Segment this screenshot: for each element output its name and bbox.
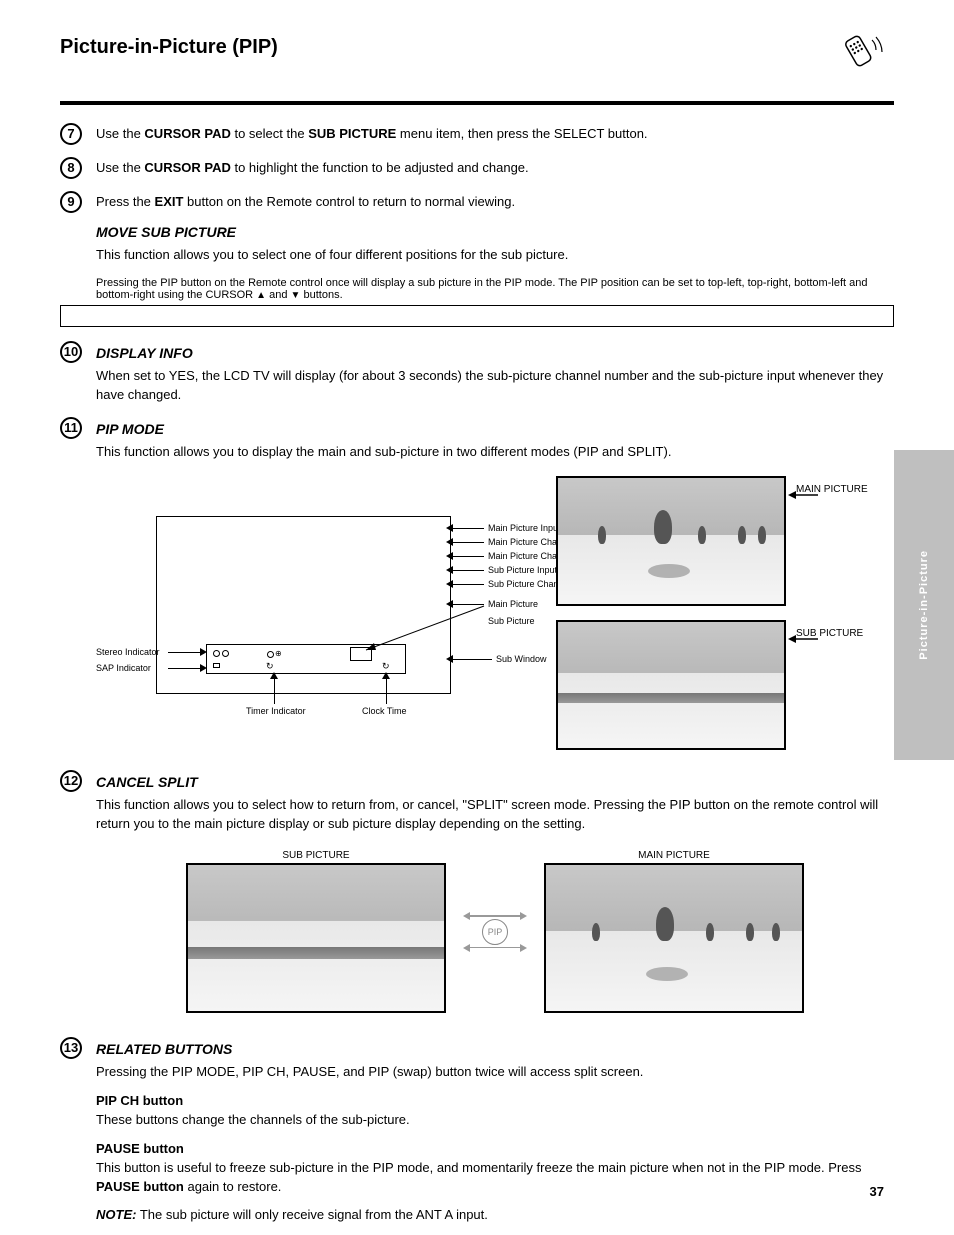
related-buttons-body: Pressing the PIP MODE, PIP CH, PAUSE, an…	[96, 1063, 894, 1082]
osd-glyphs: ↻	[266, 662, 274, 671]
display-info-desc: When set to YES, the LCD TV will display…	[96, 367, 894, 405]
pause-body: This button is useful to freeze sub-pict…	[96, 1159, 894, 1197]
osd-glyphs	[212, 650, 230, 657]
step-body: CANCEL SPLIT This function allows you to…	[96, 770, 894, 834]
step-number: 13	[60, 1037, 82, 1059]
move-sub-picture-desc: This function allows you to select one o…	[96, 246, 894, 265]
step-body: Use the CURSOR PAD to select the SUB PIC…	[96, 123, 894, 144]
pip-diagram-row: ⊕ ↻ ↻ Main Picture Input Source Main Pic…	[96, 476, 894, 750]
step-body: PIP MODE This function allows you to dis…	[96, 417, 894, 462]
step-12: 12 CANCEL SPLIT This function allows you…	[60, 770, 894, 834]
pip-button-icon: PIP	[482, 919, 508, 945]
pipch-title: PIP CH button	[96, 1093, 183, 1108]
swap-arrows: PIP	[470, 915, 520, 948]
sub-picture-photo	[556, 620, 786, 750]
step-number: 8	[60, 157, 82, 179]
header-rule	[60, 101, 894, 105]
step-13: 13 RELATED BUTTONS Pressing the PIP MODE…	[60, 1037, 894, 1225]
note: NOTE: The sub picture will only receive …	[96, 1206, 894, 1225]
step-body: Use the CURSOR PAD to highlight the func…	[96, 157, 894, 178]
step-number: 9	[60, 191, 82, 213]
page-number: 37	[870, 1184, 884, 1199]
step-10: 10 DISPLAY INFO When set to YES, the LCD…	[60, 341, 894, 405]
cancel-split-desc: This function allows you to select how t…	[96, 796, 894, 834]
page-title: Picture-in-Picture (PIP)	[60, 36, 894, 59]
down-triangle-icon: ▼	[291, 290, 301, 301]
display-info-title: DISPLAY INFO	[96, 343, 894, 363]
main-picture-label: MAIN PICTURE	[796, 484, 906, 496]
step-body: DISPLAY INFO When set to YES, the LCD TV…	[96, 341, 894, 405]
step-9: 9 Press the EXIT button on the Remote co…	[60, 191, 894, 265]
osd-glyphs: ↻	[382, 662, 390, 671]
sub-picture-label: SUB PICTURE	[186, 850, 446, 861]
osd-glyphs	[212, 662, 221, 669]
step-7: 7 Use the CURSOR PAD to select the SUB P…	[60, 123, 894, 145]
up-triangle-icon: ▲	[256, 290, 266, 301]
swap-main-photo	[544, 863, 804, 1013]
pause-title: PAUSE button	[96, 1141, 184, 1156]
note-box	[60, 305, 894, 327]
swap-diagram: SUB PICTURE PIP MAIN PICTURE	[96, 850, 894, 1013]
step-8: 8 Use the CURSOR PAD to highlight the fu…	[60, 157, 894, 179]
photo-column: MAIN PICTURE SUB PICTURE	[556, 476, 786, 750]
cancel-split-title: CANCEL SPLIT	[96, 772, 894, 792]
sub-picture-arrow	[366, 606, 496, 656]
pipch-body: These buttons change the channels of the…	[96, 1111, 894, 1130]
step-number: 10	[60, 341, 82, 363]
pip-mode-title: PIP MODE	[96, 419, 894, 439]
move-sub-picture-title: MOVE SUB PICTURE	[96, 222, 894, 242]
swap-sub-photo	[186, 863, 446, 1013]
osd-glyphs: ⊕	[266, 650, 282, 658]
step-number: 12	[60, 770, 82, 792]
pip-mode-desc: This function allows you to display the …	[96, 443, 894, 462]
sub-picture-label: SUB PICTURE	[796, 628, 906, 640]
related-buttons-title: RELATED BUTTONS	[96, 1039, 894, 1059]
main-picture-photo	[556, 476, 786, 606]
remote-control-icon	[836, 32, 884, 71]
note-lead: Pressing the PIP button on the Remote co…	[96, 277, 894, 301]
step-11: 11 PIP MODE This function allows you to …	[60, 417, 894, 462]
side-tab: Picture-in-Picture	[894, 450, 954, 760]
step-number: 11	[60, 417, 82, 439]
step-number: 7	[60, 123, 82, 145]
main-picture-label: MAIN PICTURE	[544, 850, 804, 861]
step-body: Press the EXIT button on the Remote cont…	[96, 191, 894, 265]
step-body: RELATED BUTTONS Pressing the PIP MODE, P…	[96, 1037, 894, 1225]
